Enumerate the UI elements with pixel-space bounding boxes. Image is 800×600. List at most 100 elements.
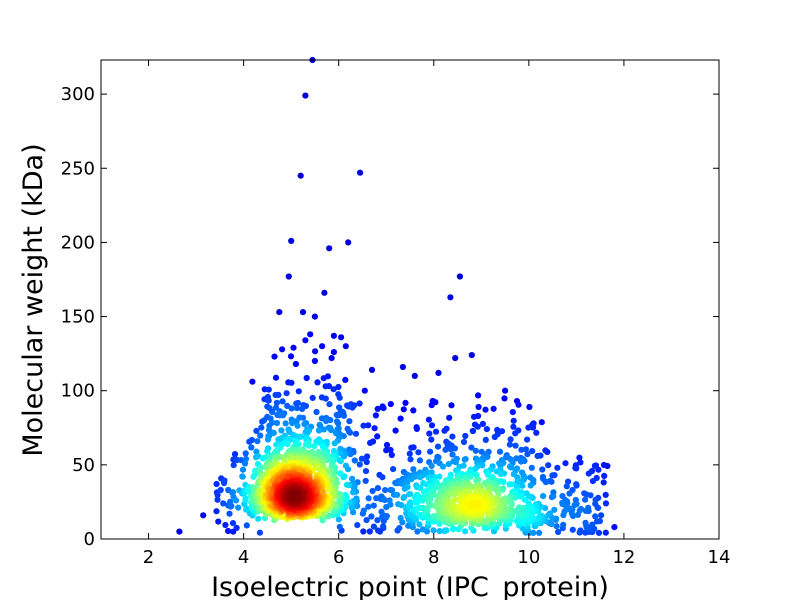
data-point xyxy=(410,407,417,414)
data-point xyxy=(498,428,506,435)
data-point xyxy=(213,480,220,488)
data-point xyxy=(365,495,372,502)
data-point xyxy=(561,508,568,515)
y-tick-label: 100 xyxy=(61,381,95,402)
data-point xyxy=(291,493,299,500)
data-point xyxy=(449,433,456,440)
x-tick-label: 2 xyxy=(143,547,154,568)
data-point xyxy=(441,427,448,434)
data-point xyxy=(279,346,286,353)
data-point xyxy=(406,450,413,457)
data-point xyxy=(475,403,482,411)
data-point xyxy=(452,459,459,466)
data-point xyxy=(214,491,221,499)
data-point xyxy=(380,523,387,530)
data-point xyxy=(302,92,309,99)
data-point xyxy=(302,429,309,436)
data-point xyxy=(279,398,286,405)
data-point xyxy=(363,458,370,466)
data-point xyxy=(326,245,333,252)
data-point xyxy=(564,500,571,507)
data-point xyxy=(330,386,337,393)
y-axis: 0 50 100 150 200 250 300 xyxy=(61,84,719,550)
data-point xyxy=(397,415,404,422)
data-point xyxy=(514,474,521,481)
data-point xyxy=(510,417,517,424)
data-point xyxy=(320,426,327,433)
data-point xyxy=(468,352,475,359)
data-point xyxy=(271,353,278,360)
data-point xyxy=(513,517,520,525)
data-point xyxy=(335,420,342,427)
data-point xyxy=(222,521,229,529)
data-point xyxy=(279,412,287,419)
data-point xyxy=(417,484,424,492)
data-point xyxy=(451,491,458,498)
data-point xyxy=(432,428,440,435)
data-point xyxy=(526,403,533,411)
data-point xyxy=(253,427,260,434)
y-tick-label: 300 xyxy=(61,84,95,105)
data-point xyxy=(518,458,525,465)
data-point xyxy=(524,451,531,458)
data-point xyxy=(512,442,519,449)
data-point xyxy=(529,448,536,455)
data-point xyxy=(333,430,340,437)
data-point xyxy=(313,408,320,416)
data-point xyxy=(276,309,283,316)
data-point xyxy=(320,375,327,382)
data-point xyxy=(410,444,417,451)
data-point xyxy=(307,331,314,338)
data-point xyxy=(490,405,497,412)
data-point xyxy=(226,510,233,517)
data-point xyxy=(551,506,558,513)
data-point xyxy=(407,499,414,506)
data-point xyxy=(217,486,224,494)
data-point xyxy=(229,489,237,496)
y-tick-label: 50 xyxy=(72,455,95,476)
data-point xyxy=(387,501,394,508)
data-point xyxy=(611,524,618,531)
data-point xyxy=(351,457,358,464)
data-point xyxy=(497,471,504,478)
data-point xyxy=(462,528,469,535)
x-tick-label: 12 xyxy=(612,547,635,568)
data-point xyxy=(601,472,608,479)
data-point xyxy=(549,472,556,479)
data-point xyxy=(301,421,308,428)
data-point xyxy=(257,432,264,439)
data-point xyxy=(542,478,549,485)
data-point xyxy=(536,529,543,537)
data-point xyxy=(363,517,370,524)
data-point xyxy=(576,454,583,461)
data-point xyxy=(315,427,323,434)
data-point xyxy=(412,473,419,480)
data-point xyxy=(519,482,526,489)
data-point xyxy=(506,441,513,448)
data-point xyxy=(518,446,525,453)
data-point xyxy=(342,343,349,350)
data-point xyxy=(273,399,280,406)
data-point xyxy=(462,432,469,440)
data-point xyxy=(527,474,534,481)
data-point xyxy=(290,344,297,351)
data-point xyxy=(380,405,387,412)
data-point xyxy=(502,387,509,394)
data-point xyxy=(333,411,340,419)
data-point xyxy=(571,501,578,509)
x-tick-label: 6 xyxy=(333,547,344,568)
data-point xyxy=(461,456,468,463)
data-point xyxy=(213,508,220,515)
data-point xyxy=(356,400,363,407)
data-point xyxy=(428,469,435,476)
data-point xyxy=(326,401,333,408)
data-point xyxy=(230,462,237,469)
data-point xyxy=(294,422,301,429)
data-point xyxy=(342,462,349,469)
data-point xyxy=(289,419,296,427)
data-point xyxy=(277,435,284,442)
data-point xyxy=(255,453,262,460)
data-point xyxy=(426,430,433,437)
data-point xyxy=(472,447,479,454)
